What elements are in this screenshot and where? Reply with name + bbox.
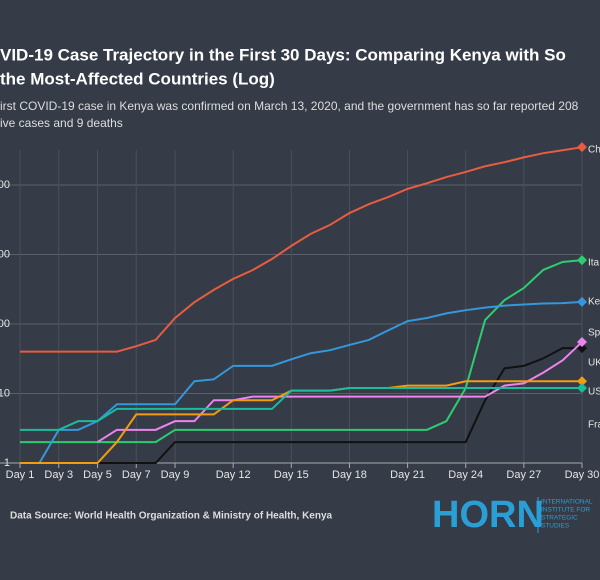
x-tick-label: Day 24 (448, 469, 483, 481)
x-tick-label: Day 18 (332, 469, 367, 481)
y-tick-label: 000 (0, 248, 10, 260)
end-marker (577, 382, 587, 393)
end-marker (577, 337, 587, 348)
logo-text: INTERNATIONAL (541, 499, 593, 506)
end-marker (577, 376, 587, 387)
series-label: Ch (588, 145, 600, 156)
x-tick-label: Day 15 (274, 469, 309, 481)
series-label: Ita (588, 258, 600, 269)
x-tick-label: Day 12 (216, 469, 251, 481)
y-tick-label: 000 (0, 179, 10, 191)
x-tick-label: Day 3 (44, 469, 73, 481)
series-label: UK (588, 358, 600, 369)
logo-text: STRATEGIC (541, 515, 578, 522)
series-label: Ke (588, 297, 600, 308)
end-marker (577, 296, 587, 307)
logo-text: STUDIES (541, 523, 570, 530)
x-tick-label: Day 7 (122, 469, 151, 481)
x-tick-label: Day 1 (6, 469, 35, 481)
x-tick-label: Day 21 (390, 469, 425, 481)
y-tick-label: 00 (0, 318, 10, 330)
chart-title: the Most-Affected Countries (Log) (0, 69, 275, 88)
x-tick-label: Day 30 (565, 469, 600, 481)
x-tick-label: Day 27 (506, 469, 541, 481)
y-tick-label: 10 (0, 387, 10, 399)
series-label: Fra (588, 420, 600, 431)
series-label: US (588, 387, 600, 398)
x-tick-label: Day 9 (161, 469, 190, 481)
series-line (20, 300, 583, 464)
series-line (20, 386, 582, 431)
chart-subtitle: ive cases and 9 deaths (0, 116, 123, 130)
logo-text: INSTITUTE FOR (541, 507, 590, 514)
chart-subtitle: irst COVID-19 case in Kenya was confirme… (0, 99, 579, 113)
end-marker (577, 255, 587, 266)
series-line (20, 146, 583, 353)
end-marker (577, 142, 587, 153)
chart-title: VID-19 Case Trajectory in the First 30 D… (0, 45, 566, 64)
series-line (20, 259, 583, 444)
series-label: Sp (588, 328, 600, 339)
logo-mark: HORN (432, 494, 544, 536)
x-tick-label: Day 5 (83, 469, 112, 481)
source-note: Data Source: World Health Organization &… (10, 511, 333, 522)
